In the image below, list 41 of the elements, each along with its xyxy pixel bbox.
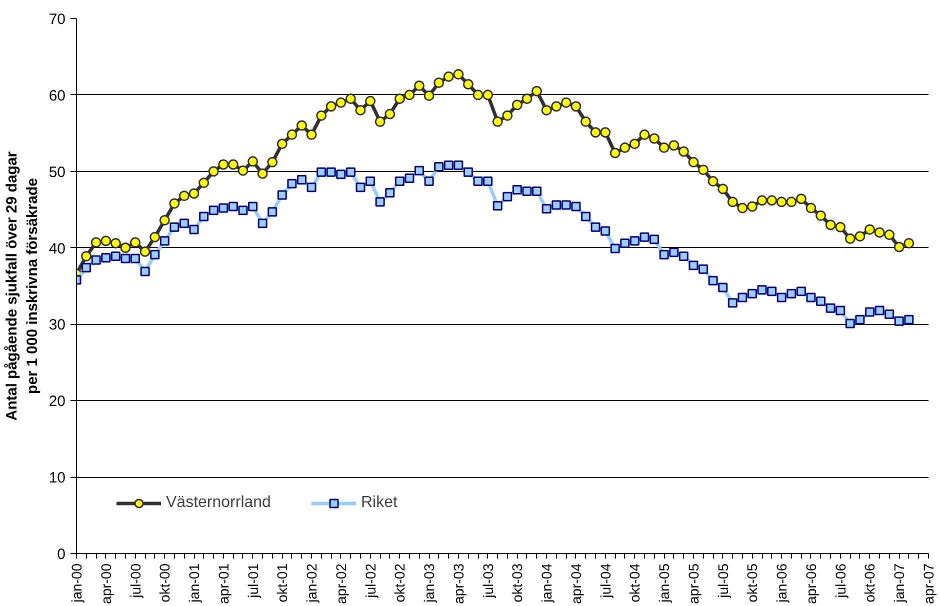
x-tick-label: apr-02 <box>332 563 349 604</box>
x-tick-label: okt-02 <box>392 563 408 602</box>
x-tick-label: okt-04 <box>626 563 643 602</box>
x-tick-label: apr-04 <box>568 563 584 604</box>
x-tick-label: jan-07 <box>891 563 908 604</box>
x-tick-label: jul-05 <box>714 563 731 599</box>
x-tick-label: jan-05 <box>656 563 672 604</box>
x-tick-label: jul-00 <box>127 563 144 599</box>
x-tick-label: apr-07 <box>920 563 936 604</box>
y-tick-label: 20 <box>48 393 66 410</box>
y-tick-label: 10 <box>48 470 66 487</box>
y-tick-label: 30 <box>48 316 66 334</box>
x-tick-label: jul-03 <box>480 563 496 599</box>
x-tick-label: jan-02 <box>304 563 320 604</box>
legend-label: Västernorrland <box>166 494 271 512</box>
x-tick-label: jul-04 <box>597 563 614 599</box>
y-tick-label: 50 <box>48 164 66 181</box>
y-tick-label: 40 <box>48 240 66 258</box>
x-tick-label: okt-00 <box>156 563 173 602</box>
x-tick-label: jan-06 <box>774 563 790 604</box>
x-tick-label: okt-03 <box>509 563 526 602</box>
x-tick-label: jan-03 <box>421 563 438 604</box>
x-tick-label: jul-02 <box>362 563 378 599</box>
x-tick-label: apr-00 <box>98 563 114 604</box>
x-tick-label: apr-01 <box>215 563 232 604</box>
x-tick-label: jan-01 <box>186 563 202 604</box>
x-tick-label: jul-01 <box>244 563 261 599</box>
x-tick-label: jul-06 <box>832 563 848 599</box>
y-tick-label: 0 <box>57 546 66 563</box>
y-axis-title: Antal pågående sjukfall över 29 dagar per 1 000 inskrivna försäkrade <box>3 151 41 421</box>
x-tick-label: okt-05 <box>744 563 760 602</box>
x-tick-label: jan-00 <box>68 563 84 604</box>
x-tick-label: okt-01 <box>274 563 290 602</box>
x-tick-label: jan-04 <box>538 563 555 604</box>
y-tick-label: 70 <box>48 11 66 28</box>
x-tick-label: apr-05 <box>685 563 702 604</box>
x-tick-label: apr-06 <box>802 563 819 604</box>
legend-label: Riket <box>360 494 398 512</box>
y-tick-label: 60 <box>48 87 66 104</box>
x-tick-label: apr-03 <box>450 563 466 604</box>
x-tick-label: okt-06 <box>862 563 878 602</box>
